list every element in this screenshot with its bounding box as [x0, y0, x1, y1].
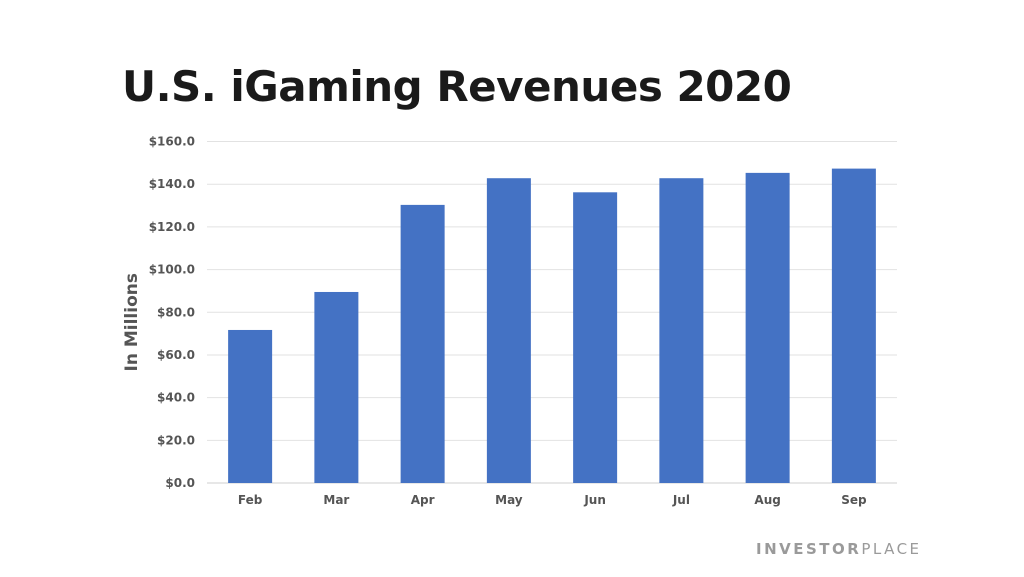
bar-sep — [831, 168, 876, 483]
x-tick-label: Apr — [411, 493, 435, 507]
y-tick-label: $60.0 — [157, 348, 195, 362]
bar-jun — [573, 192, 618, 483]
y-axis-label: In Millions — [122, 273, 142, 371]
x-tick-label: Aug — [754, 493, 780, 507]
x-tick-label: Sep — [841, 493, 867, 507]
x-tick-label: Mar — [323, 493, 349, 507]
y-tick-label: $20.0 — [157, 433, 195, 447]
chart-title: U.S. iGaming Revenues 2020 — [122, 62, 792, 111]
y-tick-label: $40.0 — [157, 391, 195, 405]
bar-feb — [228, 329, 273, 483]
investorplace-logo: INVESTORPLACE — [756, 540, 922, 558]
bar-mar — [314, 291, 359, 483]
bar-may — [486, 178, 531, 483]
bar-apr — [400, 204, 445, 483]
y-tick-label: $0.0 — [165, 476, 195, 490]
y-tick-label: $100.0 — [149, 263, 195, 277]
x-tick-label: Feb — [238, 493, 263, 507]
x-tick-label: Jul — [672, 493, 690, 507]
bar-aug — [745, 172, 790, 483]
x-tick-label: Jun — [583, 493, 606, 507]
y-tick-label: $160.0 — [149, 135, 195, 149]
y-tick-label: $140.0 — [149, 177, 195, 191]
x-tick-label: May — [495, 493, 523, 507]
bar-jul — [659, 178, 704, 483]
y-tick-label: $80.0 — [157, 305, 195, 319]
y-tick-label: $120.0 — [149, 220, 195, 234]
